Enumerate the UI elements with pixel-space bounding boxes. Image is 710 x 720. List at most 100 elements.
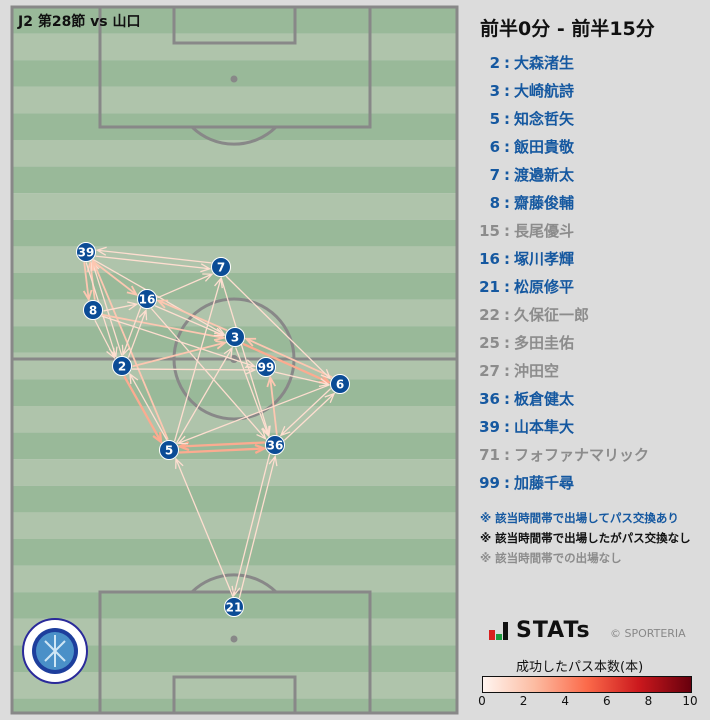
- player-node-16: 16: [137, 289, 157, 309]
- legend-note: ※ 該当時間帯で出場したがパス交換なし: [480, 531, 691, 545]
- pitch: 2 3 5 6 7 8 16 21 36 39 99: [10, 5, 459, 715]
- player-node-2: 2: [112, 356, 132, 376]
- player-list: 2: 大森渚生 3: 大崎航詩 5: 知念哲矢 6: 飯田貴敬 7: 渡邉新太 8: 齋藤俊輔 15: 長…: [470, 52, 710, 500]
- player-name: 久保征一郎: [514, 306, 590, 324]
- colorbar-title: 成功したパス本数(本): [516, 660, 644, 675]
- separator: :: [504, 166, 510, 184]
- player-list-item: 2: 大森渚生: [470, 52, 710, 80]
- period-title: 前半0分 - 前半15分: [480, 18, 655, 40]
- player-number: 39: [479, 418, 500, 436]
- pass-arrow: [225, 275, 332, 380]
- separator: :: [504, 418, 510, 436]
- pass-arrow: [127, 308, 148, 358]
- colorbar-tick: 8: [644, 694, 653, 708]
- separator: :: [504, 82, 510, 100]
- player-number: 71: [479, 446, 500, 464]
- pitch-stripe: [12, 7, 457, 34]
- player-node-6: 6: [330, 374, 350, 394]
- colorbar: [482, 676, 692, 693]
- pitch-stripe: [12, 86, 457, 114]
- pitch-stripe: [12, 166, 457, 194]
- player-list-item: 25: 多田圭佑: [470, 332, 710, 360]
- player-name: 大森渚生: [514, 54, 575, 72]
- separator: :: [504, 334, 510, 352]
- player-name: 知念哲矢: [514, 110, 575, 128]
- pass-arrow: [103, 301, 139, 312]
- pass-arrow: [235, 347, 270, 438]
- penalty-spot-bottom: [230, 635, 238, 643]
- player-number: 2: [489, 54, 500, 72]
- player-name: 多田圭佑: [514, 334, 575, 352]
- player-name: 齋藤俊輔: [514, 194, 575, 212]
- player-number: 27: [479, 362, 500, 380]
- player-number: 6: [489, 138, 500, 156]
- player-number: 8: [489, 194, 500, 212]
- player-list-item: 27: 沖田空: [470, 360, 710, 388]
- pitch-stripe: [12, 219, 457, 247]
- pass-arrow: [274, 371, 331, 387]
- pass-arrow: [95, 255, 212, 273]
- pitch-stripe: [12, 512, 457, 539]
- separator: :: [504, 222, 510, 240]
- pass-arrow: [82, 262, 93, 302]
- svg-text:7: 7: [217, 261, 225, 275]
- separator: :: [504, 474, 510, 492]
- colorbar-tick: 4: [561, 694, 569, 708]
- player-list-item: 22: 久保征一郎: [470, 304, 710, 332]
- player-name: 飯田貴敬: [514, 138, 575, 156]
- pass-arrow: [231, 453, 271, 598]
- svg-text:16: 16: [139, 293, 156, 307]
- player-list-item: 5: 知念哲矢: [470, 108, 710, 136]
- player-node-36: 36: [265, 435, 285, 455]
- svg-text:99: 99: [258, 361, 275, 375]
- legend-note: ※ 該当時間帯での出場なし: [480, 551, 622, 565]
- svg-text:36: 36: [267, 439, 284, 453]
- pass-arrow: [283, 392, 336, 441]
- player-name: 松原修平: [514, 278, 575, 296]
- svg-text:2: 2: [118, 360, 126, 374]
- stats-bar-icon: [489, 621, 508, 640]
- goal-area-top: [172, 5, 297, 45]
- player-node-7: 7: [211, 257, 231, 277]
- player-name: 塚川孝輝: [514, 250, 575, 268]
- separator: :: [504, 306, 510, 324]
- player-list-item: 3: 大崎航詩: [470, 80, 710, 108]
- copyright: © SPORTERIA: [610, 627, 686, 640]
- stats-text: STATs: [516, 618, 591, 643]
- pass-arrow: [132, 340, 228, 368]
- player-number: 15: [479, 222, 500, 240]
- separator: :: [504, 110, 510, 128]
- pitch-stripe: [12, 565, 457, 593]
- separator: :: [504, 362, 510, 380]
- player-list-item: 16: 塚川孝輝: [470, 248, 710, 276]
- pass-arrow: [131, 365, 257, 375]
- club-logo: [22, 618, 88, 684]
- colorbar-tick: 6: [602, 694, 611, 708]
- separator: :: [504, 446, 510, 464]
- svg-text:6: 6: [336, 378, 344, 392]
- player-list-item: 99: 加藤千尋: [470, 472, 710, 500]
- player-list-item: 15: 長尾優斗: [470, 220, 710, 248]
- pitch-stripe: [12, 432, 457, 460]
- player-name: 大崎航詩: [514, 82, 575, 100]
- player-name: 加藤千尋: [514, 474, 575, 492]
- colorbar-tick: 2: [519, 694, 528, 708]
- svg-text:39: 39: [78, 246, 95, 260]
- separator: :: [504, 54, 510, 72]
- player-number: 7: [489, 166, 500, 184]
- colorbar-tick: 0: [478, 694, 486, 708]
- pass-arrow: [102, 313, 226, 342]
- player-name: 沖田空: [514, 362, 560, 380]
- player-list-item: 71: フォファナマリック: [470, 444, 710, 472]
- player-number: 3: [489, 82, 500, 100]
- player-name: 板倉健太: [514, 390, 575, 408]
- pass-arrow: [157, 273, 214, 299]
- pass-arrow: [154, 305, 226, 337]
- player-number: 5: [489, 110, 500, 128]
- separator: :: [504, 250, 510, 268]
- pitch-stripe: [12, 539, 457, 566]
- pitch-stripe: [12, 485, 457, 513]
- goal-area-bottom: [172, 675, 297, 715]
- pass-arrow: [175, 457, 234, 597]
- pitch-stripe: [12, 273, 457, 300]
